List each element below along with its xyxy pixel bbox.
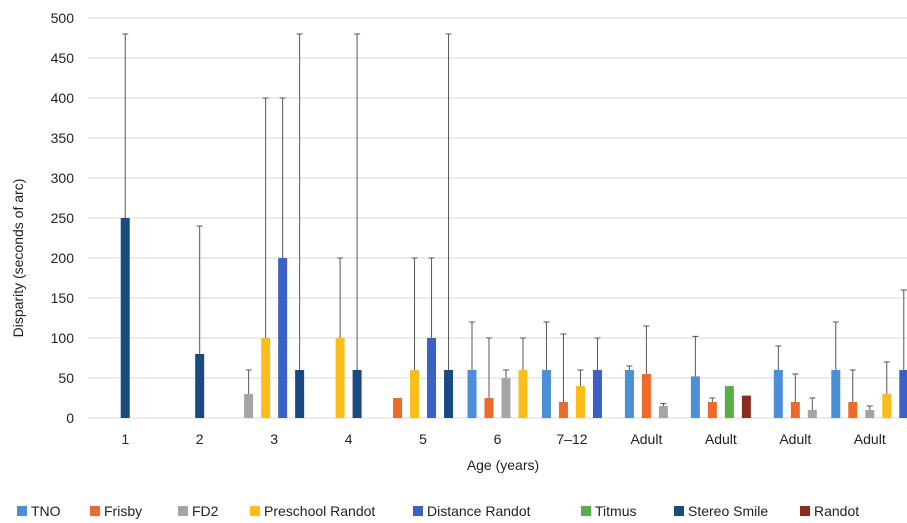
error-bars xyxy=(122,33,907,410)
bar xyxy=(444,370,454,418)
bar xyxy=(484,398,494,418)
legend-swatch xyxy=(413,506,423,516)
x-tick-label: Adult xyxy=(779,431,811,447)
legend-swatch xyxy=(581,506,591,516)
x-tick-label: 6 xyxy=(494,431,502,447)
bar xyxy=(865,410,875,418)
bar xyxy=(773,370,783,418)
y-tick-label: 150 xyxy=(51,290,75,306)
gridlines xyxy=(88,17,907,419)
legend-label: Frisby xyxy=(104,503,142,519)
x-tick-label: Adult xyxy=(854,431,886,447)
y-tick-label: 350 xyxy=(51,130,75,146)
bar xyxy=(352,370,362,418)
y-tick-labels: 0 50 100 150 200 250 300 350 400 450 500 xyxy=(51,10,75,426)
y-tick-label: 300 xyxy=(51,170,75,186)
y-tick-label: 50 xyxy=(58,370,74,386)
bar xyxy=(790,402,800,418)
bar xyxy=(501,378,511,418)
legend-label: Distance Randot xyxy=(427,503,531,519)
legend-swatch xyxy=(674,506,684,516)
bar xyxy=(592,370,602,418)
bar xyxy=(741,395,751,418)
x-tick-label: 7–12 xyxy=(556,431,587,447)
x-tick-label: 2 xyxy=(196,431,204,447)
x-tick-label: 5 xyxy=(419,431,427,447)
y-tick-label: 500 xyxy=(51,10,75,26)
bar xyxy=(899,370,907,418)
bar xyxy=(558,402,568,418)
bar xyxy=(244,394,254,418)
y-tick-label: 100 xyxy=(51,330,75,346)
bar xyxy=(724,386,734,418)
bar xyxy=(335,338,345,418)
legend-label: Preschool Randot xyxy=(264,503,375,519)
bar xyxy=(848,402,858,418)
legend-label: TNO xyxy=(31,503,61,519)
bar xyxy=(541,370,551,418)
bar xyxy=(278,258,288,418)
x-axis-title: Age (years) xyxy=(467,457,539,473)
x-tick-label: 4 xyxy=(345,431,353,447)
bar xyxy=(707,402,717,418)
bar xyxy=(410,370,420,418)
bar xyxy=(467,370,477,418)
bar xyxy=(195,354,205,418)
legend-swatch xyxy=(17,506,27,516)
y-tick-label: 450 xyxy=(51,50,75,66)
legend-label: Randot xyxy=(814,503,859,519)
bar xyxy=(120,218,130,418)
x-tick-labels: 1 2 3 4 5 6 7–12 Adult Adult Adult Adult xyxy=(121,431,886,447)
bar xyxy=(624,370,634,418)
bars xyxy=(120,218,907,418)
x-tick-label: 3 xyxy=(270,431,278,447)
legend-label: FD2 xyxy=(192,503,219,519)
legend-label: Stereo Smile xyxy=(688,503,768,519)
y-axis-title: Disparity (seconds of arc) xyxy=(10,179,26,338)
bar xyxy=(295,370,305,418)
bar xyxy=(518,370,528,418)
legend-swatch xyxy=(800,506,810,516)
legend-label: Titmus xyxy=(595,503,636,519)
bar xyxy=(690,376,700,418)
y-tick-label: 250 xyxy=(51,210,75,226)
y-tick-label: 0 xyxy=(66,410,74,426)
x-tick-label: Adult xyxy=(630,431,662,447)
x-tick-label: 1 xyxy=(121,431,129,447)
y-tick-label: 200 xyxy=(51,250,75,266)
bar xyxy=(575,386,585,418)
legend-swatch xyxy=(178,506,188,516)
y-tick-label: 400 xyxy=(51,90,75,106)
bar xyxy=(807,410,817,418)
legend: TNO Frisby FD2 Preschool Randot Distance Ran… xyxy=(17,503,859,519)
bar xyxy=(393,398,403,418)
bar xyxy=(641,374,651,418)
bar xyxy=(427,338,437,418)
x-tick-label: Adult xyxy=(705,431,737,447)
bar xyxy=(261,338,271,418)
bar xyxy=(882,394,892,418)
bar xyxy=(658,406,668,418)
bar xyxy=(831,370,841,418)
legend-swatch xyxy=(90,506,100,516)
legend-swatch xyxy=(250,506,260,516)
